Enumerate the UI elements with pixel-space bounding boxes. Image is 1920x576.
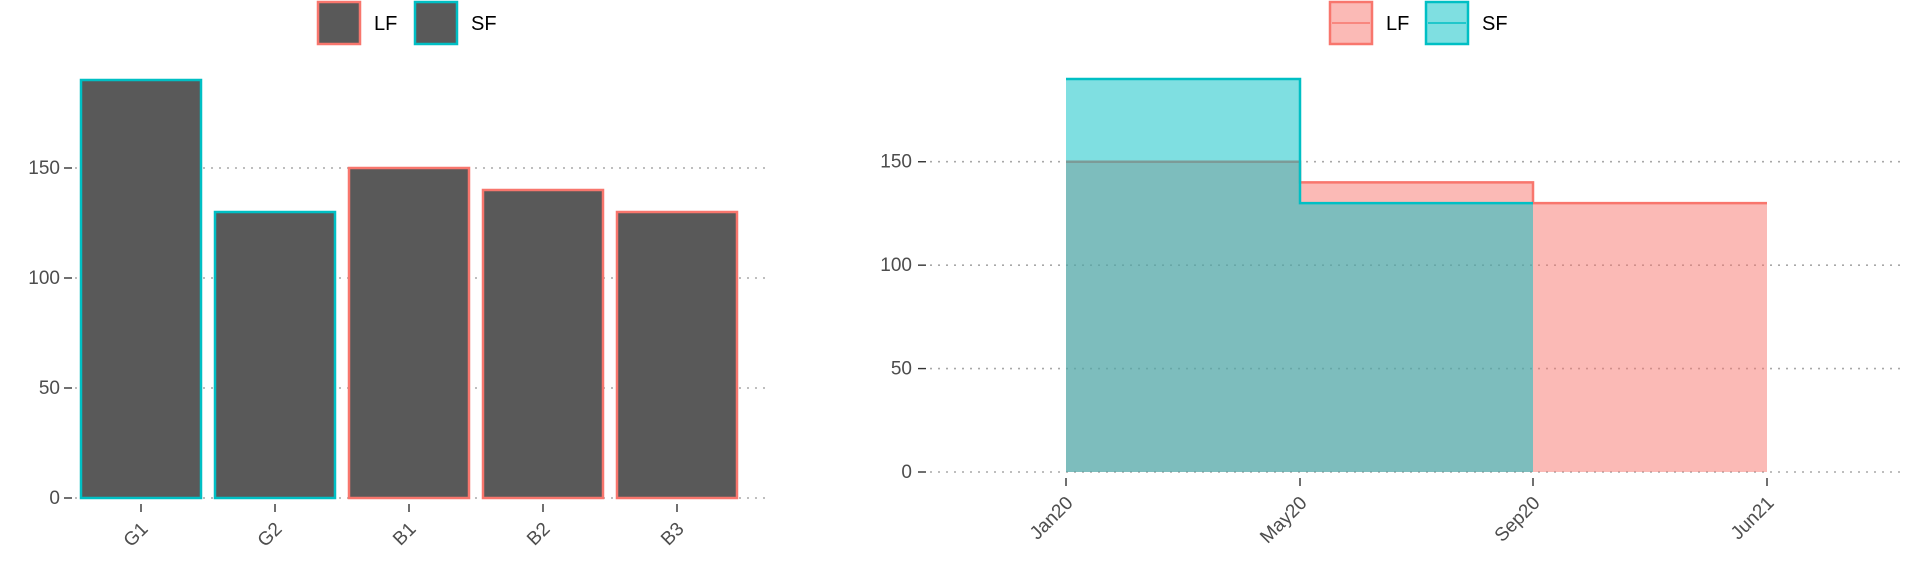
y-tick-label: 50 [39,378,60,399]
step-area-chart-panel: LF SF 0 50 100 150 Jan20 May20 Sep20 Jun21 [880,0,1905,548]
bar-B1 [347,166,471,500]
x-tick-label: Sep20 [1491,493,1545,547]
y-axis: 0 50 100 150 [28,158,72,509]
legend-label: SF [471,13,497,35]
areas [1066,77,1767,472]
y-axis: 0 50 100 150 [880,152,926,483]
y-tick-label: 150 [880,152,912,173]
x-axis: Jan20 May20 Sep20 Jun21 [1026,478,1779,548]
bar-B3 [615,210,739,500]
bars [79,78,739,500]
y-tick-label: 100 [880,255,912,276]
legend-label: LF [1386,13,1409,35]
legend-key-LF [316,0,362,46]
y-tick-label: 50 [891,359,912,380]
legend-label: LF [374,13,397,35]
legend: LF SF [1328,0,1508,46]
bar-B2 [481,188,605,500]
legend-label: SF [1482,13,1508,35]
y-tick-label: 100 [28,268,60,289]
area-SF [1066,79,1533,472]
y-tick-label: 0 [49,488,60,509]
bar-G2 [213,210,337,500]
legend-key-SF [413,0,459,46]
bar-G1 [79,78,203,500]
x-tick-label: May20 [1256,493,1311,548]
x-tick-label: Jan20 [1026,493,1077,544]
step-line-SF [1066,77,1533,205]
y-tick-label: 0 [901,462,912,483]
x-tick-label: Jun21 [1727,493,1778,544]
y-tick-label: 150 [28,158,60,179]
legend: LF SF [316,0,497,46]
